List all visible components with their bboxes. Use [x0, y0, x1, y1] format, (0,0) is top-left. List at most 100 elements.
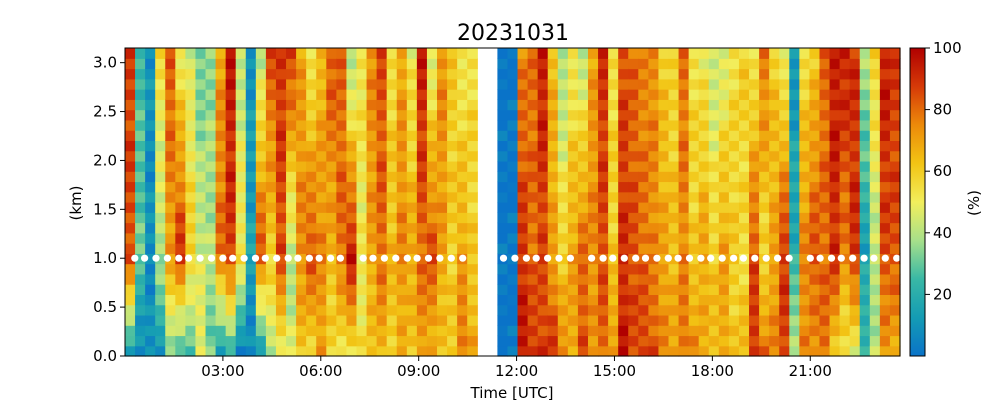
heatmap-cell: [759, 243, 770, 254]
heatmap-cell: [437, 89, 448, 100]
heatmap-cell: [859, 48, 871, 59]
heatmap-cell: [135, 78, 146, 90]
heatmap-cell: [135, 232, 146, 244]
heatmap-cell: [195, 78, 207, 90]
heatmap-cell: [306, 48, 317, 59]
heatmap-cell: [859, 232, 871, 244]
heatmap-cell: [205, 263, 217, 275]
heatmap-cell: [527, 243, 539, 254]
heatmap-cell: [245, 171, 257, 183]
heatmap-cell: [749, 119, 760, 131]
heatmap-cell: [718, 140, 730, 152]
heatmap-cell: [769, 191, 780, 203]
heatmap-cell: [809, 304, 821, 316]
heatmap-cell: [336, 212, 348, 224]
heatmap-cell: [859, 109, 871, 121]
heatmap-cell: [547, 243, 559, 254]
heatmap-cell: [336, 232, 348, 244]
heatmap-cell: [638, 345, 649, 357]
heatmap-cell: [265, 314, 277, 326]
heatmap-cell: [809, 150, 821, 162]
heatmap-cell: [175, 171, 186, 183]
heatmap-cell: [165, 232, 176, 244]
heatmap-cell: [718, 243, 730, 254]
heatmap-cell: [839, 68, 851, 80]
heatmap-cell: [889, 89, 901, 100]
heatmap-cell: [426, 191, 438, 203]
heatmap-cell: [698, 212, 710, 224]
heatmap-cell: [628, 335, 639, 347]
heatmap-cell: [286, 202, 297, 213]
heatmap-cell: [849, 263, 861, 275]
heatmap-cell: [849, 191, 861, 203]
heatmap-cell: [135, 345, 146, 357]
heatmap-cell: [849, 345, 861, 357]
heatmap-cell: [376, 150, 388, 162]
heatmap-cell: [356, 78, 368, 90]
heatmap-cell: [205, 109, 217, 121]
heatmap-cell: [296, 314, 307, 326]
marker-point: [860, 254, 868, 262]
heatmap-cell: [537, 212, 549, 224]
heatmap-cell: [799, 119, 811, 131]
heatmap-cell: [447, 171, 458, 183]
heatmap-cell: [769, 160, 780, 172]
heatmap-cell: [265, 243, 277, 254]
heatmap-cell: [215, 232, 227, 244]
heatmap-cell: [326, 202, 337, 213]
heatmap-cell: [265, 191, 277, 203]
heatmap-cell: [527, 294, 539, 306]
heatmap-cell: [648, 212, 660, 224]
heatmap-cell: [799, 243, 811, 254]
heatmap-cell: [225, 345, 237, 357]
heatmap-cell: [718, 212, 730, 224]
heatmap-cell: [668, 232, 680, 244]
heatmap-cell: [396, 150, 408, 162]
heatmap-cell: [145, 253, 156, 265]
heatmap-cell: [849, 314, 861, 326]
heatmap-cell: [447, 191, 458, 203]
heatmap-cell: [306, 68, 317, 80]
heatmap-cell: [215, 58, 227, 70]
heatmap-cell: [245, 212, 257, 224]
heatmap-cell: [215, 119, 227, 131]
heatmap-cell: [245, 191, 257, 203]
marker-point: [785, 254, 793, 262]
heatmap-cell: [547, 284, 559, 295]
heatmap-cell: [587, 150, 599, 162]
heatmap-cell: [829, 243, 841, 254]
heatmap-cell: [829, 345, 841, 357]
heatmap-cell: [577, 150, 589, 162]
heatmap-cell: [507, 119, 519, 131]
heatmap-cell: [577, 191, 589, 203]
heatmap-cell: [769, 273, 780, 285]
heatmap-cell: [396, 243, 408, 254]
heatmap-cell: [336, 314, 348, 326]
heatmap-cell: [235, 99, 247, 111]
heatmap-cell: [497, 222, 509, 234]
heatmap-cell: [819, 48, 831, 59]
heatmap-cell: [215, 181, 227, 193]
heatmap-cell: [608, 212, 619, 224]
heatmap-cell: [749, 140, 760, 152]
heatmap-cell: [567, 325, 579, 337]
heatmap-cell: [658, 202, 670, 213]
heatmap-cell: [457, 119, 468, 131]
heatmap-cell: [587, 273, 599, 285]
heatmap-cell: [839, 89, 851, 100]
heatmap-cell: [557, 109, 569, 121]
heatmap-cell: [688, 48, 700, 59]
heatmap-cell: [457, 68, 468, 80]
heatmap-cell: [396, 191, 408, 203]
marker-point: [588, 254, 596, 262]
heatmap-cell: [879, 263, 891, 275]
heatmap-cell: [275, 171, 287, 183]
heatmap-cell: [849, 304, 861, 316]
heatmap-cell: [286, 140, 297, 152]
heatmap-cell: [165, 48, 176, 59]
heatmap-cell: [175, 160, 186, 172]
heatmap-cell: [728, 99, 740, 111]
heatmap-cell: [829, 140, 841, 152]
heatmap-cell: [789, 78, 800, 90]
heatmap-cell: [869, 222, 881, 234]
